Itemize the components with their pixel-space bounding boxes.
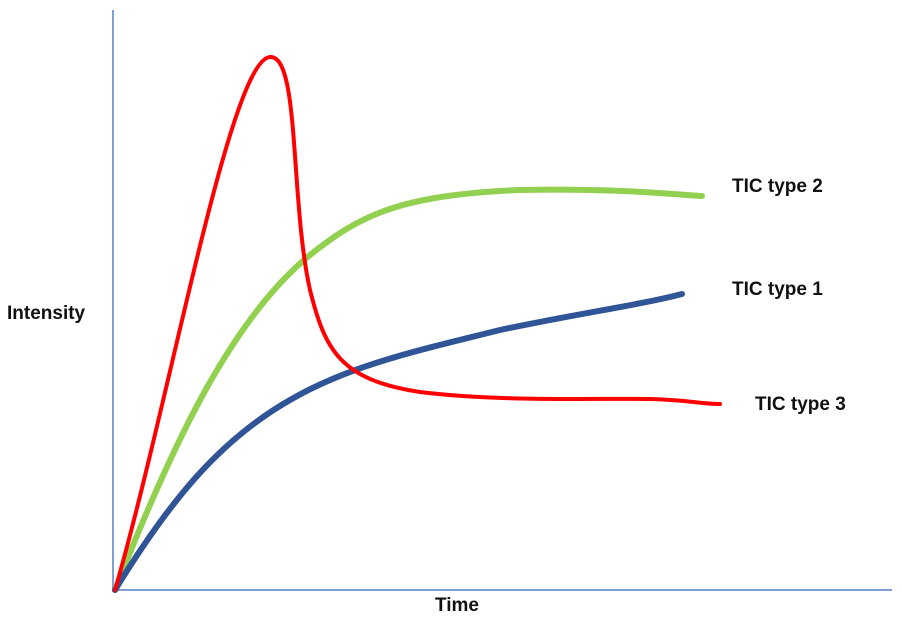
curve-type-1 — [112, 291, 685, 593]
x-axis-label: Time — [435, 595, 479, 616]
curve-label: TIC type 3 — [755, 394, 846, 415]
curve-type-3 — [113, 54, 722, 592]
curve-label: TIC type 2 — [732, 176, 823, 197]
y-axis-label: Intensity — [7, 303, 86, 324]
curve-label: TIC type 1 — [732, 279, 823, 300]
curve-type-2 — [112, 186, 705, 593]
